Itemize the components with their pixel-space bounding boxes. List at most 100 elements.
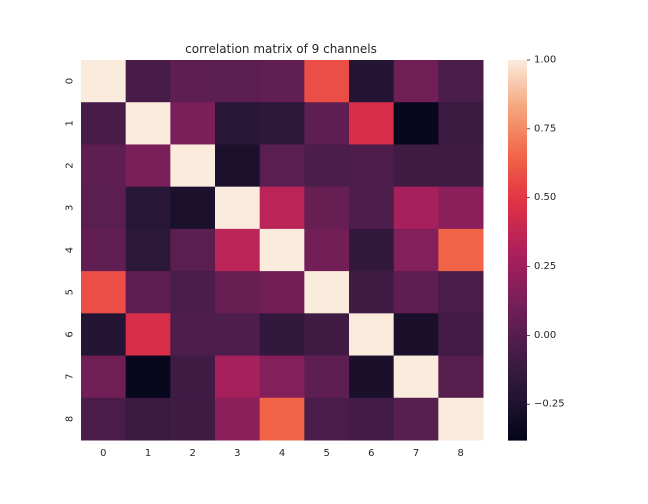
heatmap-cell-8-3: [215, 397, 261, 441]
y-tick-label: 6: [65, 331, 76, 337]
heatmap-cell-2-0: [81, 144, 127, 188]
colorbar-segment: [508, 428, 527, 431]
colorbar-segment: [508, 324, 527, 327]
colorbar-segment: [508, 102, 527, 105]
colorbar-segment: [508, 430, 527, 433]
colorbar-segment: [508, 82, 527, 85]
heatmap-cell-1-3: [215, 102, 261, 145]
colorbar-segment: [508, 338, 527, 341]
colorbar-segment: [508, 316, 527, 319]
colorbar-segment: [508, 344, 527, 347]
heatmap-cell-1-8: [438, 102, 484, 145]
colorbar-segment: [508, 226, 527, 229]
colorbar-segment: [508, 246, 527, 249]
colorbar-segment: [508, 178, 527, 181]
heatmap-cell-0-6: [349, 60, 395, 103]
colorbar-segment: [508, 308, 527, 311]
heatmap-cell-0-8: [438, 60, 484, 103]
heatmap-cell-5-5: [304, 271, 350, 314]
colorbar-segment: [508, 432, 527, 435]
chart-title: correlation matrix of 9 channels: [185, 42, 377, 56]
colorbar-segment: [508, 212, 527, 215]
colorbar-segment: [508, 280, 527, 283]
colorbar-segment: [508, 86, 527, 89]
colorbar-segment: [508, 62, 527, 65]
y-tick-label: 3: [65, 205, 76, 211]
colorbar-segment: [508, 74, 527, 77]
colorbar-segment: [508, 336, 527, 339]
colorbar-segment: [508, 148, 527, 151]
x-tick-label: 6: [368, 448, 374, 459]
x-tick-label: 5: [323, 448, 329, 459]
colorbar-segment: [508, 116, 527, 119]
heatmap-cell-6-4: [259, 313, 305, 357]
heatmap-cell-8-1: [125, 397, 171, 441]
heatmap-cell-7-8: [438, 355, 484, 399]
colorbar-segment: [508, 296, 527, 299]
heatmap-cell-7-5: [304, 355, 350, 399]
colorbar-segment: [508, 110, 527, 113]
colorbar-segment: [508, 378, 527, 381]
heatmap-cell-3-7: [393, 186, 439, 230]
heatmap-cell-0-1: [125, 60, 171, 103]
colorbar-segment: [508, 406, 527, 409]
colorbar-segment: [508, 208, 527, 211]
colorbar-segment: [508, 268, 527, 271]
colorbar-segment: [508, 224, 527, 227]
colorbar-segment: [508, 302, 527, 305]
colorbar-segment: [508, 186, 527, 189]
colorbar-segment: [508, 398, 527, 401]
x-tick-label: 1: [145, 448, 151, 459]
colorbar-segment: [508, 172, 527, 175]
colorbar-segment: [508, 436, 527, 439]
heatmap-cell-5-2: [170, 271, 216, 314]
colorbar-segment: [508, 354, 527, 357]
colorbar-tick-label: 0.50: [534, 192, 556, 203]
heatmap-cell-6-8: [438, 313, 484, 357]
heatmap-cell-0-3: [215, 60, 261, 103]
colorbar-segment: [508, 124, 527, 127]
colorbar-segment: [508, 342, 527, 345]
colorbar-segment: [508, 364, 527, 367]
colorbar-segment: [508, 142, 527, 145]
colorbar-segment: [508, 78, 527, 81]
colorbar-segment: [508, 348, 527, 351]
colorbar-segment: [508, 356, 527, 359]
colorbar-segment: [508, 292, 527, 295]
colorbar-segment: [508, 258, 527, 261]
heatmap-cell-6-7: [393, 313, 439, 357]
colorbar-segment: [508, 368, 527, 371]
heatmap-cell-2-3: [215, 144, 261, 188]
heatmap-cell-2-2: [170, 144, 216, 188]
colorbar-segment: [508, 396, 527, 399]
heatmap-cell-5-1: [125, 271, 171, 314]
colorbar-segment: [508, 360, 527, 363]
heatmap-cell-8-5: [304, 397, 350, 441]
colorbar-segment: [508, 322, 527, 325]
x-tick-label: 4: [279, 448, 285, 459]
colorbar-segment: [508, 158, 527, 161]
y-tick-label: 0: [65, 78, 76, 84]
colorbar-segment: [508, 272, 527, 275]
colorbar-segment: [508, 192, 527, 195]
colorbar-segment: [508, 76, 527, 79]
colorbar-tick-label: −0.25: [534, 399, 565, 410]
heatmap-cell-3-5: [304, 186, 350, 230]
heatmap-cell-7-6: [349, 355, 395, 399]
colorbar-segment: [508, 392, 527, 395]
colorbar-segment: [508, 326, 527, 329]
colorbar-segment: [508, 150, 527, 153]
heatmap-cell-7-3: [215, 355, 261, 399]
heatmap-cell-1-2: [170, 102, 216, 145]
x-tick-label: 0: [100, 448, 106, 459]
colorbar-segment: [508, 370, 527, 373]
colorbar-segment: [508, 234, 527, 237]
colorbar-segment: [508, 328, 527, 331]
colorbar-segment: [508, 162, 527, 165]
heatmap-cell-8-0: [81, 397, 127, 441]
heatmap-cell-3-1: [125, 186, 171, 230]
colorbar-segment: [508, 230, 527, 233]
colorbar-segment: [508, 402, 527, 405]
colorbar-segment: [508, 312, 527, 315]
colorbar: −0.25 0.00 0.25 0.50 0.75 1.00: [508, 55, 565, 441]
